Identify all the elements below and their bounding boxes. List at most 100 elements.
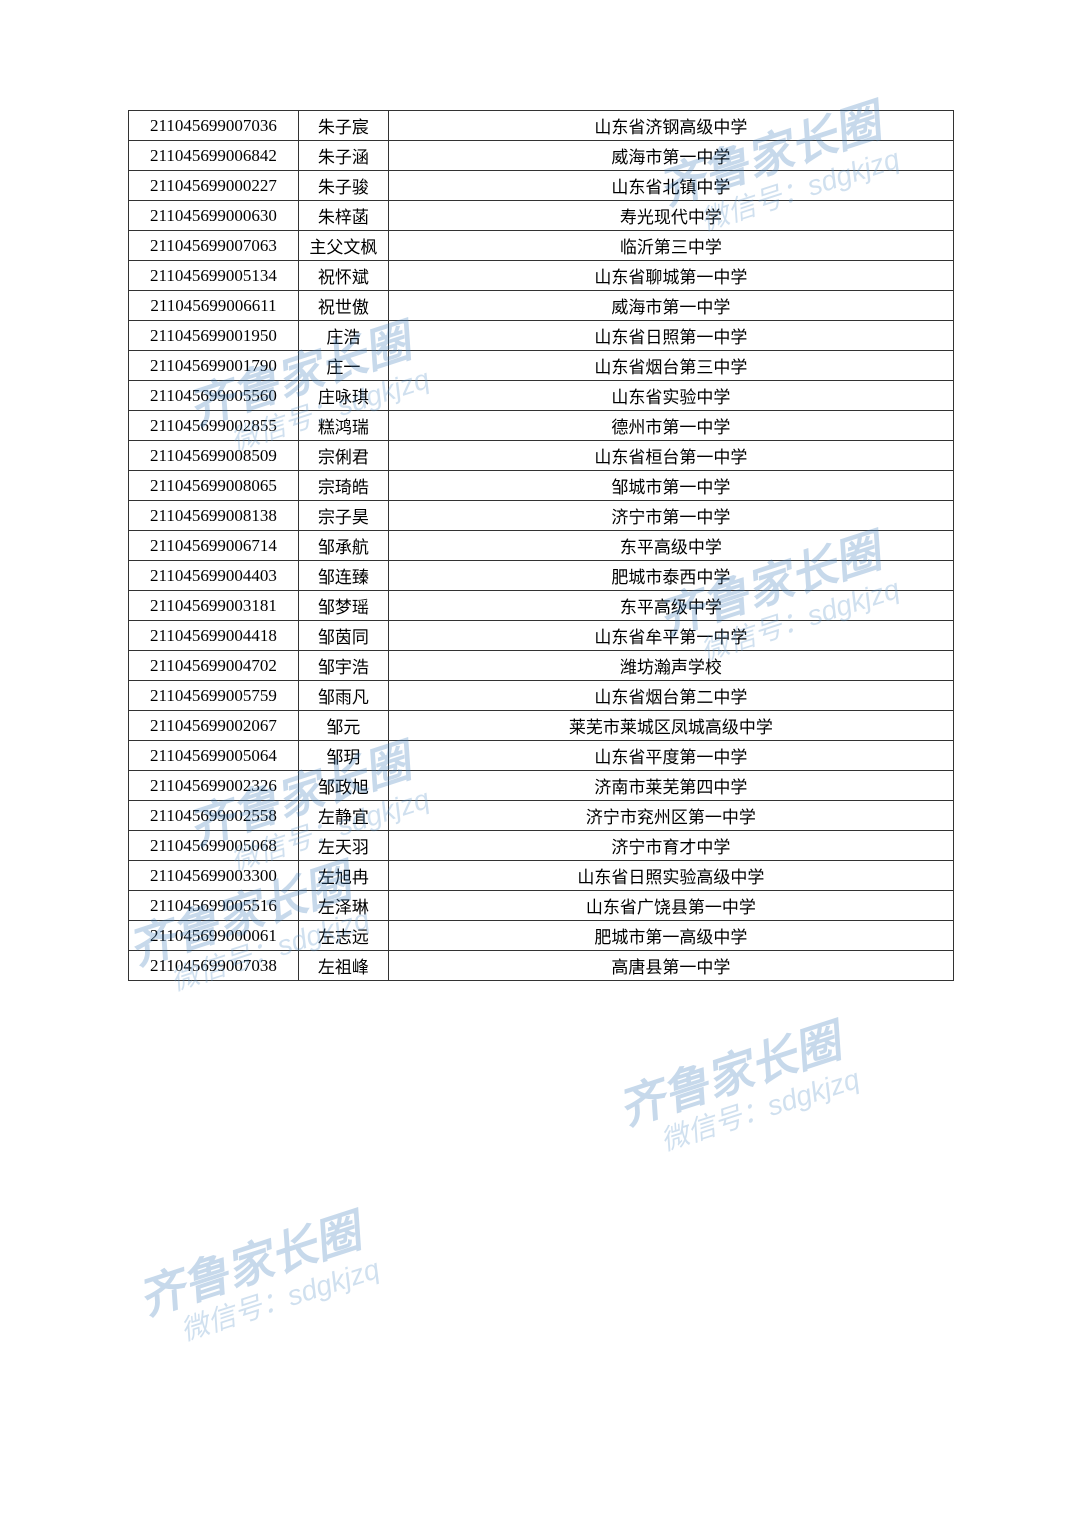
cell-id: 211045699008509 <box>129 441 299 471</box>
cell-id: 211045699000061 <box>129 921 299 951</box>
cell-name: 左志远 <box>298 921 388 951</box>
cell-school: 山东省平度第一中学 <box>388 741 953 771</box>
cell-id: 211045699006714 <box>129 531 299 561</box>
cell-id: 211045699002855 <box>129 411 299 441</box>
cell-name: 左天羽 <box>298 831 388 861</box>
cell-name: 邹承航 <box>298 531 388 561</box>
table-row: 211045699008509宗俐君山东省桓台第一中学 <box>129 441 954 471</box>
cell-school: 临沂第三中学 <box>388 231 953 261</box>
cell-name: 庄浩 <box>298 321 388 351</box>
cell-school: 肥城市泰西中学 <box>388 561 953 591</box>
cell-school: 济宁市育才中学 <box>388 831 953 861</box>
table-row: 211045699001950庄浩山东省日照第一中学 <box>129 321 954 351</box>
table-row: 211045699008065宗琦皓邹城市第一中学 <box>129 471 954 501</box>
table-row: 211045699000630朱梓菡寿光现代中学 <box>129 201 954 231</box>
table-row: 211045699002558左静宜济宁市兖州区第一中学 <box>129 801 954 831</box>
cell-id: 211045699003300 <box>129 861 299 891</box>
table-body: 211045699007036朱子宸山东省济钢高级中学2110456990068… <box>129 111 954 981</box>
cell-name: 庄一 <box>298 351 388 381</box>
cell-school: 济宁市第一中学 <box>388 501 953 531</box>
cell-school: 德州市第一中学 <box>388 411 953 441</box>
table-row: 211045699002855糕鸿瑞德州市第一中学 <box>129 411 954 441</box>
cell-school: 山东省聊城第一中学 <box>388 261 953 291</box>
cell-id: 211045699002067 <box>129 711 299 741</box>
cell-id: 211045699001790 <box>129 351 299 381</box>
cell-id: 211045699008138 <box>129 501 299 531</box>
table-row: 211045699005134祝怀斌山东省聊城第一中学 <box>129 261 954 291</box>
cell-school: 山东省日照第一中学 <box>388 321 953 351</box>
cell-name: 庄咏琪 <box>298 381 388 411</box>
cell-id: 211045699004403 <box>129 561 299 591</box>
table-row: 211045699007036朱子宸山东省济钢高级中学 <box>129 111 954 141</box>
cell-school: 高唐县第一中学 <box>388 951 953 981</box>
cell-name: 邹连臻 <box>298 561 388 591</box>
table-row: 211045699003181邹梦瑶东平高级中学 <box>129 591 954 621</box>
cell-school: 山东省广饶县第一中学 <box>388 891 953 921</box>
cell-id: 211045699005560 <box>129 381 299 411</box>
cell-school: 邹城市第一中学 <box>388 471 953 501</box>
table-row: 211045699005068左天羽济宁市育才中学 <box>129 831 954 861</box>
table-row: 211045699000227朱子骏山东省北镇中学 <box>129 171 954 201</box>
table-row: 211045699006714邹承航东平高级中学 <box>129 531 954 561</box>
cell-name: 左祖峰 <box>298 951 388 981</box>
cell-id: 211045699007038 <box>129 951 299 981</box>
cell-name: 祝世傲 <box>298 291 388 321</box>
cell-name: 朱梓菡 <box>298 201 388 231</box>
cell-school: 山东省桓台第一中学 <box>388 441 953 471</box>
table-row: 211045699002326邹政旭济南市莱芜第四中学 <box>129 771 954 801</box>
cell-name: 邹茵同 <box>298 621 388 651</box>
cell-id: 211045699002326 <box>129 771 299 801</box>
cell-name: 宗俐君 <box>298 441 388 471</box>
watermark-main: 齐鲁家长圈 <box>613 1015 853 1132</box>
cell-id: 211045699004418 <box>129 621 299 651</box>
cell-name: 左泽琳 <box>298 891 388 921</box>
cell-name: 朱子宸 <box>298 111 388 141</box>
watermark-sub: 微信号：sdgkjzq <box>175 1247 384 1349</box>
cell-school: 济宁市兖州区第一中学 <box>388 801 953 831</box>
cell-id: 211045699006611 <box>129 291 299 321</box>
cell-school: 山东省牟平第一中学 <box>388 621 953 651</box>
cell-id: 211045699000630 <box>129 201 299 231</box>
cell-id: 211045699007036 <box>129 111 299 141</box>
cell-school: 肥城市第一高级中学 <box>388 921 953 951</box>
table-row: 211045699004403邹连臻肥城市泰西中学 <box>129 561 954 591</box>
cell-id: 211045699000227 <box>129 171 299 201</box>
cell-id: 211045699005516 <box>129 891 299 921</box>
table-row: 211045699000061左志远肥城市第一高级中学 <box>129 921 954 951</box>
cell-name: 邹宇浩 <box>298 651 388 681</box>
cell-school: 山东省烟台第三中学 <box>388 351 953 381</box>
table-row: 211045699006611祝世傲威海市第一中学 <box>129 291 954 321</box>
cell-name: 朱子骏 <box>298 171 388 201</box>
cell-school: 山东省济钢高级中学 <box>388 111 953 141</box>
cell-id: 211045699001950 <box>129 321 299 351</box>
cell-school: 山东省实验中学 <box>388 381 953 411</box>
cell-school: 东平高级中学 <box>388 591 953 621</box>
cell-name: 宗琦皓 <box>298 471 388 501</box>
table-row: 211045699001790庄一山东省烟台第三中学 <box>129 351 954 381</box>
cell-school: 莱芜市莱城区凤城高级中学 <box>388 711 953 741</box>
table-row: 211045699005759邹雨凡山东省烟台第二中学 <box>129 681 954 711</box>
table-row: 211045699003300左旭冉山东省日照实验高级中学 <box>129 861 954 891</box>
cell-school: 济南市莱芜第四中学 <box>388 771 953 801</box>
cell-name: 邹玥 <box>298 741 388 771</box>
cell-name: 邹元 <box>298 711 388 741</box>
watermark: 齐鲁家长圈 微信号：sdgkjzq <box>133 1205 384 1358</box>
cell-name: 左静宜 <box>298 801 388 831</box>
cell-school: 威海市第一中学 <box>388 141 953 171</box>
cell-id: 211045699004702 <box>129 651 299 681</box>
cell-name: 邹雨凡 <box>298 681 388 711</box>
table-row: 211045699004702邹宇浩潍坊瀚声学校 <box>129 651 954 681</box>
cell-school: 山东省烟台第二中学 <box>388 681 953 711</box>
cell-id: 211045699005134 <box>129 261 299 291</box>
cell-id: 211045699006842 <box>129 141 299 171</box>
table-row: 211045699007063主父文枫临沂第三中学 <box>129 231 954 261</box>
cell-name: 邹梦瑶 <box>298 591 388 621</box>
watermark: 齐鲁家长圈 微信号：sdgkjzq <box>613 1015 864 1168</box>
cell-name: 主父文枫 <box>298 231 388 261</box>
cell-school: 山东省日照实验高级中学 <box>388 861 953 891</box>
watermark-sub: 微信号：sdgkjzq <box>655 1057 864 1159</box>
data-table-container: 211045699007036朱子宸山东省济钢高级中学2110456990068… <box>128 110 954 981</box>
cell-school: 东平高级中学 <box>388 531 953 561</box>
cell-school: 寿光现代中学 <box>388 201 953 231</box>
table-row: 211045699002067邹元莱芜市莱城区凤城高级中学 <box>129 711 954 741</box>
